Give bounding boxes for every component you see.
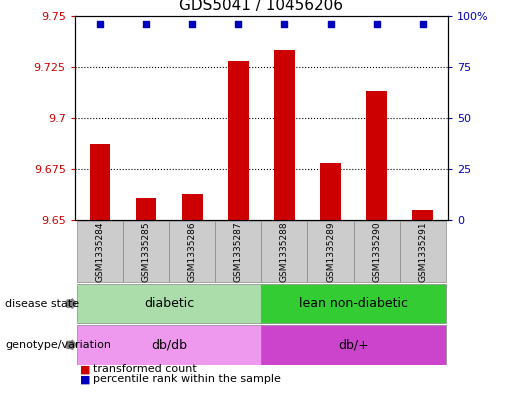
Text: ■: ■ (80, 364, 90, 375)
Bar (261, 221, 307, 282)
Text: genotype/variation: genotype/variation (5, 340, 111, 350)
Bar (228, 61, 249, 220)
Bar (90, 145, 110, 220)
Bar (307, 221, 354, 282)
Text: db/+: db/+ (338, 338, 369, 351)
Bar (366, 91, 387, 220)
Bar (169, 221, 215, 282)
Text: transformed count: transformed count (93, 364, 196, 375)
Point (142, 21, 150, 27)
Bar (215, 221, 261, 282)
Text: disease state: disease state (5, 299, 79, 309)
Bar (123, 221, 169, 282)
Text: ■: ■ (80, 374, 90, 384)
Bar (77, 221, 123, 282)
Text: diabetic: diabetic (144, 297, 194, 310)
Bar (274, 50, 295, 220)
Bar (182, 193, 202, 220)
Point (419, 21, 427, 27)
Text: GSM1335284: GSM1335284 (95, 221, 105, 282)
Bar (320, 163, 341, 220)
Text: GSM1335289: GSM1335289 (326, 221, 335, 282)
Text: percentile rank within the sample: percentile rank within the sample (93, 374, 281, 384)
Bar (354, 221, 400, 282)
Text: db/db: db/db (151, 338, 187, 351)
Point (372, 21, 381, 27)
Bar (77, 325, 261, 365)
Text: lean non-diabetic: lean non-diabetic (299, 297, 408, 310)
Text: GSM1335287: GSM1335287 (234, 221, 243, 282)
Point (280, 21, 288, 27)
Title: GDS5041 / 10456206: GDS5041 / 10456206 (179, 0, 344, 13)
Text: GSM1335285: GSM1335285 (142, 221, 150, 282)
Bar (261, 284, 446, 323)
Bar (77, 284, 261, 323)
Text: GSM1335288: GSM1335288 (280, 221, 289, 282)
Bar (261, 325, 446, 365)
Bar (400, 221, 446, 282)
Point (96, 21, 104, 27)
Text: GSM1335286: GSM1335286 (188, 221, 197, 282)
Bar (413, 210, 433, 220)
Point (188, 21, 196, 27)
Point (327, 21, 335, 27)
Point (234, 21, 243, 27)
Text: GSM1335291: GSM1335291 (418, 221, 427, 282)
Bar (136, 198, 157, 220)
Text: GSM1335290: GSM1335290 (372, 221, 381, 282)
